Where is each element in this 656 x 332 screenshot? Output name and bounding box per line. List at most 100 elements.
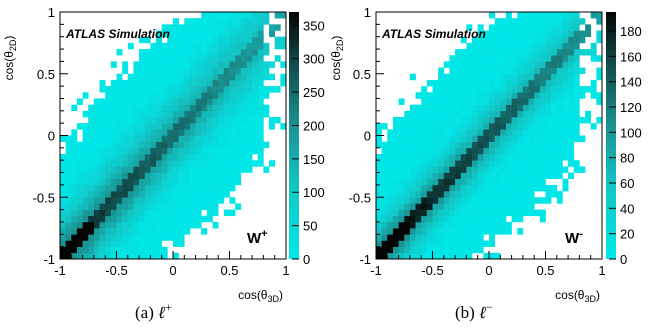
heat-cell [545,49,552,56]
heat-cell [556,98,563,105]
heat-cell [438,228,445,235]
heat-cell [483,30,490,37]
heat-cell [223,166,230,173]
heat-cell [161,79,168,87]
heat-cell [573,129,580,136]
heat-cell [483,166,490,173]
heat-cell [511,147,518,155]
heat-cell [246,36,253,44]
heat-cell [381,209,388,217]
heat-cell [60,160,66,167]
heat-cell [240,110,247,118]
heat-cell [511,123,518,130]
heat-cell [161,104,168,112]
heat-cell [551,154,558,161]
heat-cell [522,24,529,31]
heat-cell [551,49,558,56]
heat-cell [240,141,247,149]
heat-cell [590,123,597,130]
heat-cell [156,147,162,155]
heat-cell [65,147,72,155]
heat-cell [184,92,191,99]
heat-cell [415,104,422,112]
heat-cell [139,79,146,87]
heat-cell [167,184,174,192]
heat-cell [438,67,445,75]
heat-cell [223,86,230,93]
heat-cell [235,67,242,75]
heat-cell [466,147,473,155]
heat-cell [517,154,524,161]
heat-cell [133,86,140,93]
heat-cell [505,116,512,124]
heat-cell [505,147,512,155]
heat-cell [415,147,422,155]
heat-cell [127,73,134,81]
heat-cell [189,129,196,136]
heat-cell [178,55,185,62]
heat-cell [415,116,422,124]
heat-cell [556,12,563,19]
heat-cell [573,79,580,87]
heat-cell [455,79,462,87]
heat-cell [122,98,129,105]
heat-cell [556,110,563,118]
heat-cell [218,73,225,81]
heat-cell [189,18,196,25]
heat-cell [161,116,168,124]
heat-cell [489,116,495,124]
heat-cell [585,110,591,118]
heat-cell [455,160,462,167]
heat-cell [511,166,518,173]
heat-cell [477,30,484,37]
heat-cell [206,12,213,19]
heat-cell [189,116,196,124]
heat-cell [494,191,501,198]
heat-cell [201,228,208,235]
heat-cell [280,123,287,130]
heat-cell [472,141,478,149]
heat-cell [150,191,157,198]
heat-cell [173,98,179,105]
heat-cell [76,246,83,254]
heat-cell [105,86,112,93]
heat-cell [173,166,179,173]
heat-cell [201,98,208,105]
heat-cell [195,18,202,25]
heat-cell [455,191,462,198]
heat-cell [65,135,72,142]
heat-cell [449,86,456,93]
heat-cell [88,116,95,124]
heat-cell [206,135,213,142]
heat-cell [122,104,129,112]
heat-cell [392,166,399,173]
heat-cell [466,191,473,198]
heat-cell [99,98,106,105]
colorbar-b [606,12,616,259]
heat-cell [139,116,146,124]
heat-cell [438,110,445,118]
heat-cell [505,197,512,204]
heat-cell [426,123,433,130]
heat-cell [551,42,558,50]
heat-cell [223,129,230,136]
heat-cell [466,197,473,204]
heat-cell [65,240,72,247]
heat-cell [82,123,89,130]
heat-cell [71,215,78,223]
heat-cell [122,116,129,124]
heat-cell [534,184,541,192]
heat-cell [133,129,140,136]
heat-cell [381,246,388,254]
heat-cell [71,221,78,229]
heat-cell [443,246,450,254]
heat-cell [223,123,230,130]
heat-cell [127,240,134,247]
heat-cell [133,92,140,99]
heat-cell [455,197,462,204]
heat-cell [522,36,529,44]
heat-cell [539,24,546,31]
heat-cell [235,92,242,99]
heat-cell [195,104,202,112]
heat-cell [528,12,535,19]
